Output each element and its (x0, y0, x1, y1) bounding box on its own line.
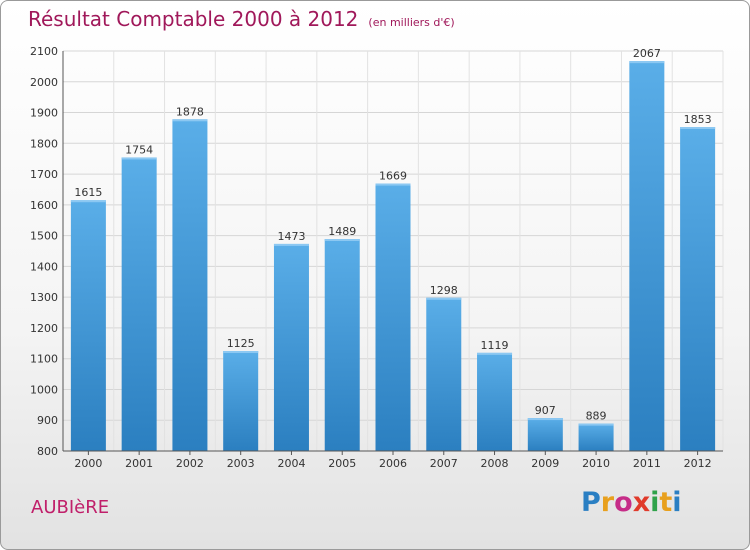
x-tick-label: 2010 (582, 457, 610, 470)
bar-highlight (375, 183, 411, 186)
bar-highlight (477, 352, 513, 355)
bars: 1615 1754 1878 1125 1473 1489 1669 1298 1119 907 8… (70, 47, 716, 452)
bar-highlight (70, 200, 106, 203)
bar-value-label: 1853 (684, 113, 712, 126)
bar-value-label: 1754 (125, 143, 153, 156)
x-tick-label: 2012 (684, 457, 712, 470)
bar (629, 61, 665, 452)
bar-value-label: 907 (535, 404, 556, 417)
bar (324, 239, 360, 451)
bar-highlight (324, 239, 360, 241)
bar-highlight (426, 297, 462, 300)
y-tick-label: 900 (37, 414, 58, 427)
bar-highlight (121, 157, 157, 160)
bar (578, 423, 614, 451)
bar-highlight (629, 61, 665, 64)
x-tick-label: 2002 (176, 457, 204, 470)
bar-highlight (527, 418, 563, 421)
x-tick-label: 2005 (328, 457, 356, 470)
bar-value-label: 1125 (227, 337, 255, 350)
commune-name: AUBIèRE (31, 497, 110, 518)
bar-value-label: 1615 (74, 186, 102, 199)
y-tick-label: 1400 (30, 260, 58, 273)
y-tick-label: 2100 (30, 45, 58, 58)
logo-letter: r (600, 487, 615, 518)
chart-title-unit: (en milliers d'€) (368, 16, 455, 29)
bar (172, 119, 208, 452)
bar-value-label: 1119 (481, 339, 509, 352)
bar-highlight (172, 119, 208, 122)
y-tick-label: 2000 (30, 76, 58, 89)
bar-value-label: 1298 (430, 284, 458, 297)
bar-value-label: 1669 (379, 170, 407, 183)
bar-highlight (680, 127, 716, 129)
bar (70, 200, 106, 451)
y-tick-label: 1900 (30, 107, 58, 120)
x-tick-label: 2009 (531, 457, 559, 470)
logo-letter: o (614, 487, 633, 518)
x-tick-label: 2007 (430, 457, 458, 470)
chart-title: Résultat Comptable 2000 à 2012 (en millie… (28, 7, 455, 31)
bar (680, 127, 716, 451)
proxiti-logo: Proxiti (581, 487, 682, 518)
bar-highlight (223, 351, 259, 353)
bar (121, 157, 157, 451)
logo-letter: i (650, 487, 660, 518)
bar-value-label: 1473 (277, 230, 305, 243)
x-tick-label: 2000 (74, 457, 102, 470)
x-tick-label: 2011 (633, 457, 661, 470)
chart-title-main: Résultat Comptable 2000 à 2012 (28, 7, 359, 31)
bar (426, 297, 462, 451)
bar (223, 351, 259, 451)
y-tick-label: 1300 (30, 291, 58, 304)
bar-highlight (578, 423, 614, 426)
bar-value-label: 2067 (633, 47, 661, 60)
bar-value-label: 1878 (176, 105, 204, 118)
y-tick-label: 800 (37, 445, 58, 458)
y-tick-label: 1800 (30, 137, 58, 150)
logo-letter: P (581, 487, 601, 518)
y-tick-label: 1200 (30, 322, 58, 335)
y-tick-label: 1000 (30, 383, 58, 396)
x-tick-label: 2008 (481, 457, 509, 470)
bar (375, 183, 411, 451)
x-tick-label: 2006 (379, 457, 407, 470)
bar-highlight (273, 243, 309, 246)
x-tick-label: 2001 (125, 457, 153, 470)
y-tick-label: 1700 (30, 168, 58, 181)
bar-value-label: 1489 (328, 225, 356, 238)
x-tick-label: 2004 (277, 457, 305, 470)
x-tick-label: 2003 (227, 457, 255, 470)
y-tick-label: 1600 (30, 199, 58, 212)
y-tick-label: 1100 (30, 353, 58, 366)
bar (477, 352, 513, 451)
bar (273, 243, 309, 451)
axes: 800 900 1000 1100 1200 1300 1400 1500 1600 1700 18… (30, 45, 723, 470)
bar-value-label: 889 (586, 410, 607, 423)
logo-letter: x (632, 487, 651, 518)
bar (527, 418, 563, 451)
logo-letter: i (672, 487, 682, 518)
y-tick-label: 1500 (30, 230, 58, 243)
logo-letter: t (659, 487, 673, 518)
